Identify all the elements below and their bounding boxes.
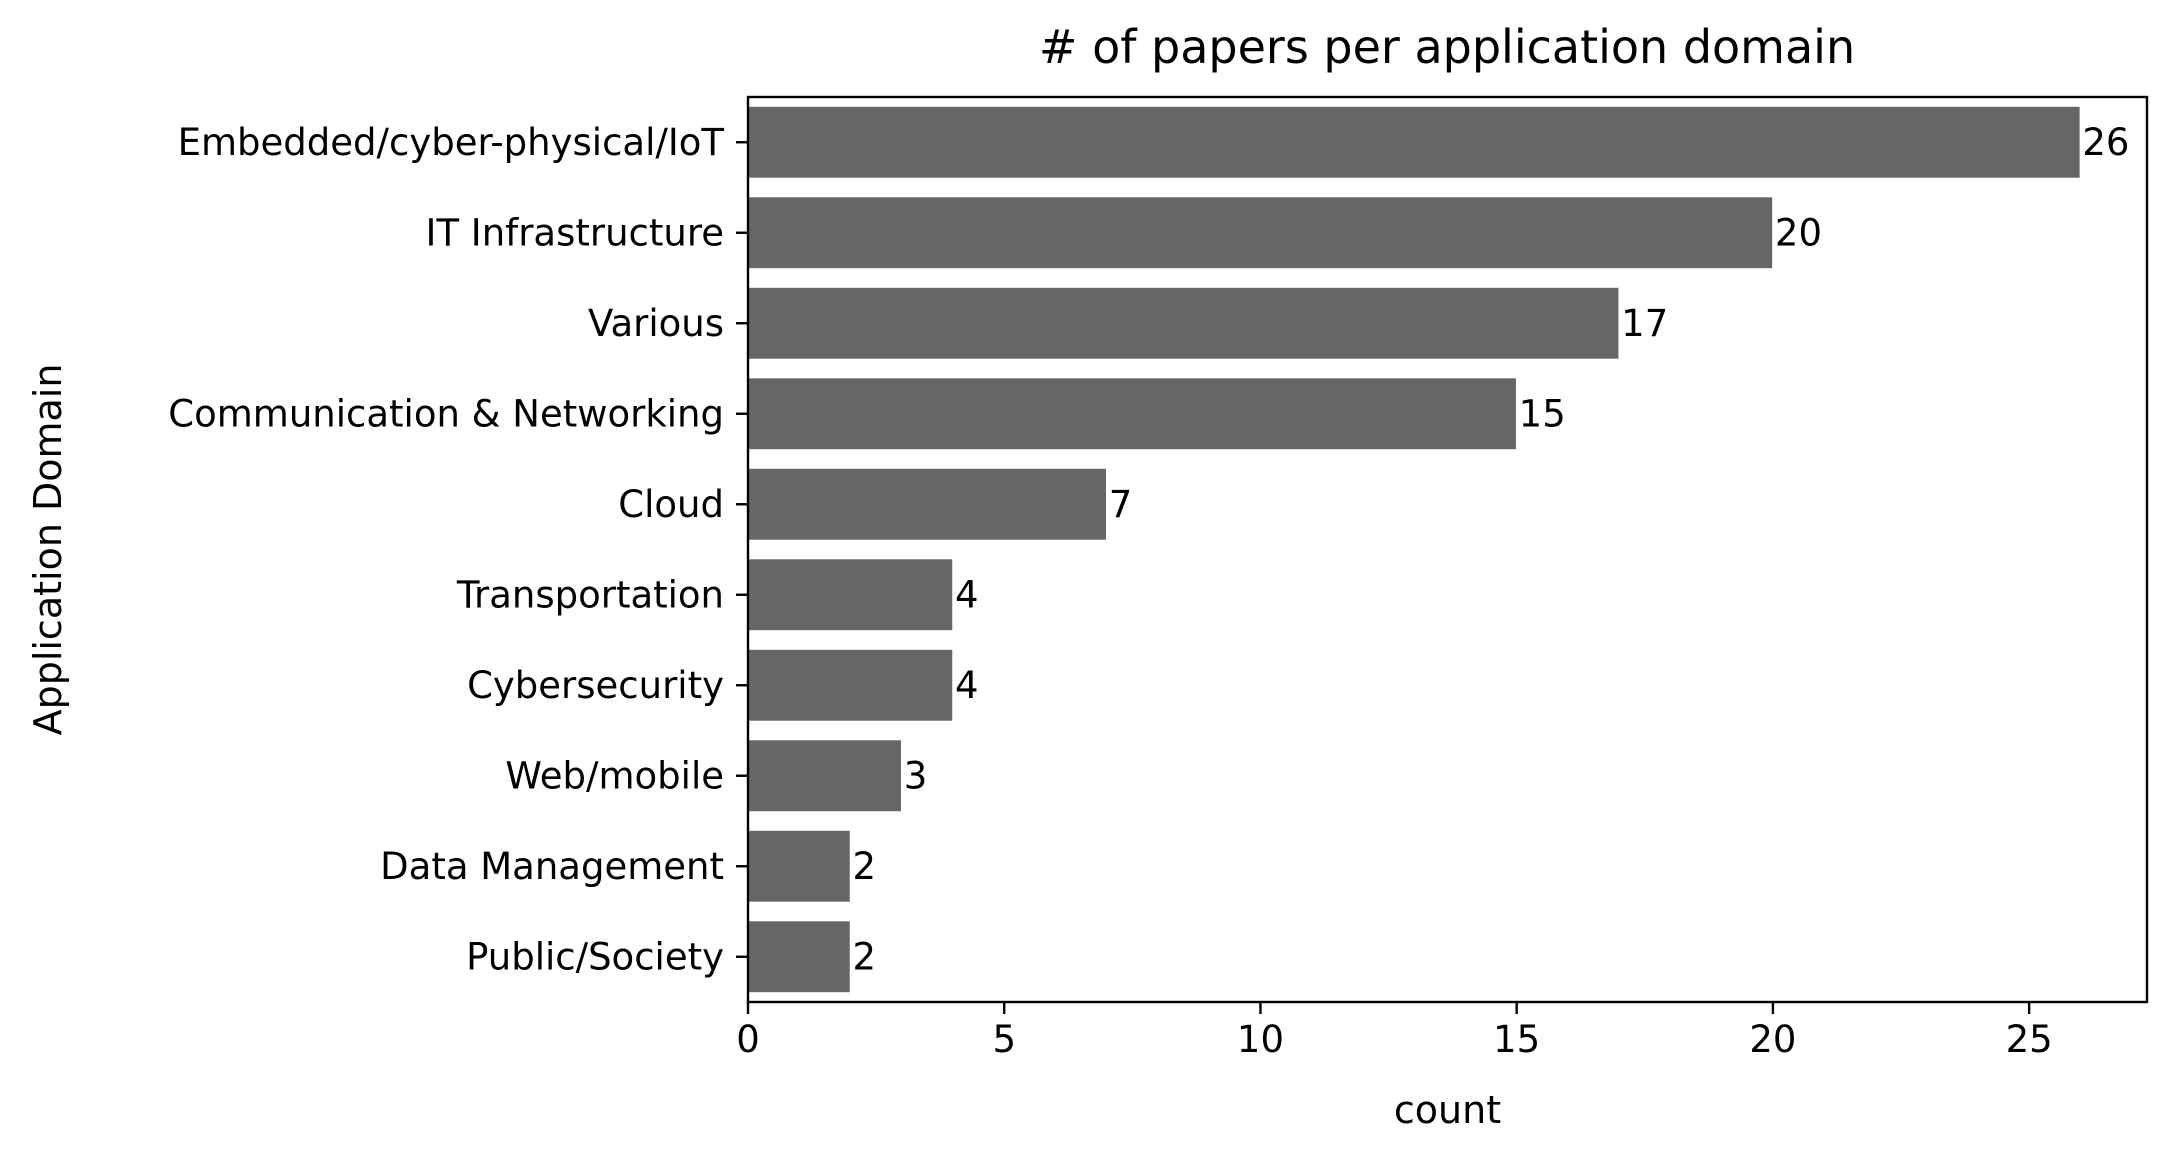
bar <box>747 376 1518 451</box>
y-axis: Embedded/cyber-physical/IoT IT Infrastruc… <box>168 121 748 978</box>
data-label: 7 <box>1109 483 1133 526</box>
y-tick-label: Cybersecurity <box>467 664 724 707</box>
x-tick-label: 20 <box>1749 1018 1796 1061</box>
data-label: 2 <box>852 935 876 978</box>
x-tick-label: 25 <box>2006 1018 2053 1061</box>
plot-frame <box>746 95 2149 1004</box>
data-label: 15 <box>1519 392 1566 435</box>
y-tick-label: Web/mobile <box>505 754 724 797</box>
bar <box>747 648 954 723</box>
x-tick-label: 0 <box>736 1018 760 1061</box>
data-label: 4 <box>955 573 979 616</box>
bar <box>747 105 2082 180</box>
y-tick-label: IT Infrastructure <box>426 211 724 254</box>
bar <box>747 919 852 994</box>
data-label: 2 <box>852 845 876 888</box>
bar <box>747 557 954 632</box>
bar <box>747 738 903 813</box>
y-tick-label: Communication & Networking <box>168 392 724 435</box>
y-tick-label: Transportation <box>456 573 724 616</box>
x-tick-label: 10 <box>1237 1018 1284 1061</box>
data-label: 4 <box>955 664 979 707</box>
y-axis-label: Application Domain <box>26 364 70 736</box>
data-label: 26 <box>2082 121 2129 164</box>
data-label: 20 <box>1775 211 1822 254</box>
bar <box>747 829 852 904</box>
bar <box>747 467 1108 542</box>
x-axis-label: count <box>1394 1088 1501 1132</box>
y-tick-label: Cloud <box>618 483 724 526</box>
bar <box>747 286 1620 361</box>
data-labels: 26 20 17 15 7 4 4 3 2 2 <box>852 121 2129 979</box>
x-tick-label: 5 <box>992 1018 1016 1061</box>
x-tick-label: 15 <box>1493 1018 1540 1061</box>
y-tick-label: Data Management <box>380 845 724 888</box>
y-tick-label: Public/Society <box>466 935 724 978</box>
bars <box>747 105 2082 994</box>
y-tick-label: Various <box>588 302 724 345</box>
data-label: 3 <box>904 754 928 797</box>
chart-title: # of papers per application domain <box>1039 20 1855 74</box>
y-tick-label: Embedded/cyber-physical/IoT <box>178 121 725 164</box>
data-label: 17 <box>1621 302 1668 345</box>
bar <box>747 195 1774 270</box>
x-axis: 0 5 10 15 20 25 <box>736 1002 2053 1061</box>
